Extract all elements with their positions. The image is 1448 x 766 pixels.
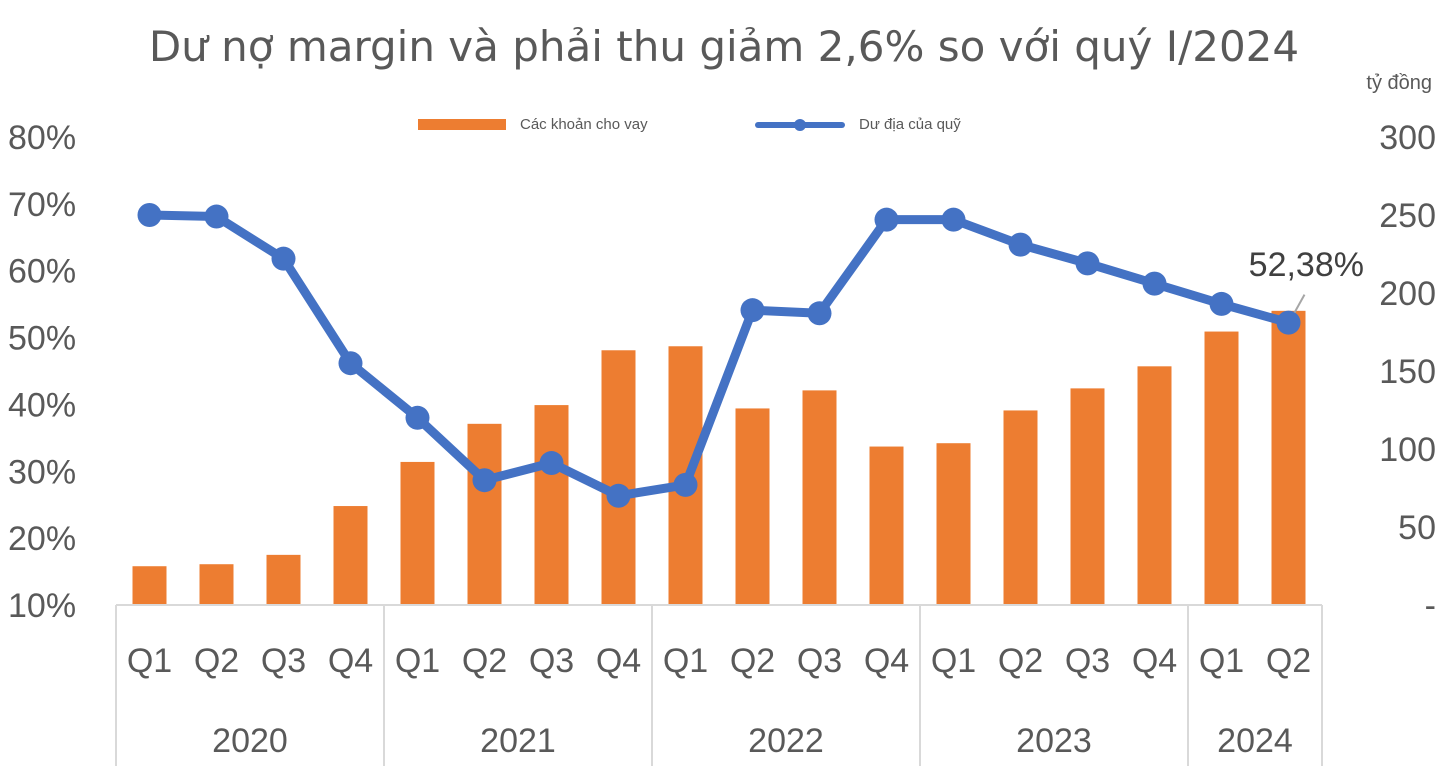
line-point: [1075, 251, 1100, 276]
line-point: [539, 451, 564, 476]
bar: [802, 390, 837, 605]
legend-label-bar: Các khoản cho vay: [520, 116, 648, 133]
category-label: Q1: [395, 642, 440, 680]
line-point: [807, 301, 832, 326]
bar: [467, 423, 502, 605]
line-point: [271, 246, 296, 271]
right-axis-tick: 200: [1379, 275, 1436, 313]
category-label: Q1: [931, 642, 976, 680]
right-axis-tick: 250: [1379, 197, 1436, 235]
right-axis-tick: -: [1425, 587, 1436, 625]
line-point: [673, 472, 698, 497]
category-label: Q4: [596, 642, 641, 680]
line-point: [472, 468, 497, 493]
legend-swatch-bar: [418, 119, 506, 130]
category-label: Q4: [1132, 642, 1177, 680]
bar: [400, 461, 435, 605]
bar: [601, 350, 636, 605]
category-label: Q1: [1199, 642, 1244, 680]
category-label: Q4: [864, 642, 909, 680]
legend-item-line: Dư địa của quỹ: [755, 116, 961, 133]
line-point: [405, 405, 430, 430]
left-axis-tick: 20%: [8, 520, 76, 558]
category-label: Q2: [998, 642, 1043, 680]
line-point: [606, 483, 631, 508]
year-label: 2022: [748, 722, 824, 760]
legend-item-bar: Các khoản cho vay: [418, 116, 648, 133]
year-label: 2021: [480, 722, 556, 760]
right-axis-tick: 300: [1379, 119, 1436, 157]
left-axis-tick: 70%: [8, 186, 76, 224]
category-label: Q4: [328, 642, 373, 680]
line-point: [1276, 310, 1301, 335]
bar: [132, 566, 167, 605]
left-axis-tick: 80%: [8, 119, 76, 157]
category-label: Q3: [797, 642, 842, 680]
left-axis-tick: 40%: [8, 386, 76, 424]
category-label: Q2: [1266, 642, 1311, 680]
bar: [735, 408, 770, 605]
right-axis-tick: 50: [1398, 509, 1436, 547]
year-label: 2024: [1217, 722, 1293, 760]
bar: [869, 446, 904, 605]
line-point: [1142, 271, 1167, 296]
line-point: [1209, 291, 1234, 316]
annotation-leader: [1293, 294, 1306, 314]
right-axis-unit: tỷ đồng: [1366, 72, 1432, 94]
line-point: [1008, 232, 1033, 257]
right-axis-tick: 150: [1379, 353, 1436, 391]
legend-swatch-line: [755, 118, 845, 131]
line-series: [145, 210, 1293, 501]
chart-title: Dư nợ margin và phải thu giảm 2,6% so vớ…: [148, 22, 1300, 71]
category-label: Q2: [194, 642, 239, 680]
line-point: [137, 203, 162, 227]
line-point: [338, 351, 363, 376]
bar: [1271, 310, 1306, 605]
category-label: Q2: [730, 642, 775, 680]
bar: [1003, 410, 1038, 605]
left-axis-tick: 10%: [8, 587, 76, 625]
bar: [936, 443, 971, 605]
line-point: [204, 204, 229, 229]
bar: [1070, 388, 1105, 605]
left-axis-tick: 50%: [8, 320, 76, 358]
category-label: Q3: [1065, 642, 1110, 680]
bar: [333, 506, 368, 605]
year-label: 2020: [212, 722, 288, 760]
category-label: Q3: [529, 642, 574, 680]
left-axis-tick: 60%: [8, 253, 76, 291]
bar: [266, 554, 301, 605]
line-point: [874, 207, 899, 232]
data-label: 52,38%: [1249, 246, 1364, 284]
year-label: 2023: [1016, 722, 1092, 760]
category-label: Q1: [663, 642, 708, 680]
legend-label-line: Dư địa của quỹ: [859, 116, 961, 133]
line-point: [740, 298, 765, 323]
left-axis-tick: 30%: [8, 453, 76, 491]
bar: [1204, 331, 1239, 605]
bar: [534, 405, 569, 605]
right-axis-tick: 100: [1379, 431, 1436, 469]
line-point: [941, 207, 966, 232]
bar: [1137, 366, 1172, 605]
category-label: Q2: [462, 642, 507, 680]
category-label: Q3: [261, 642, 306, 680]
bar: [199, 564, 234, 605]
category-label: Q1: [127, 642, 172, 680]
